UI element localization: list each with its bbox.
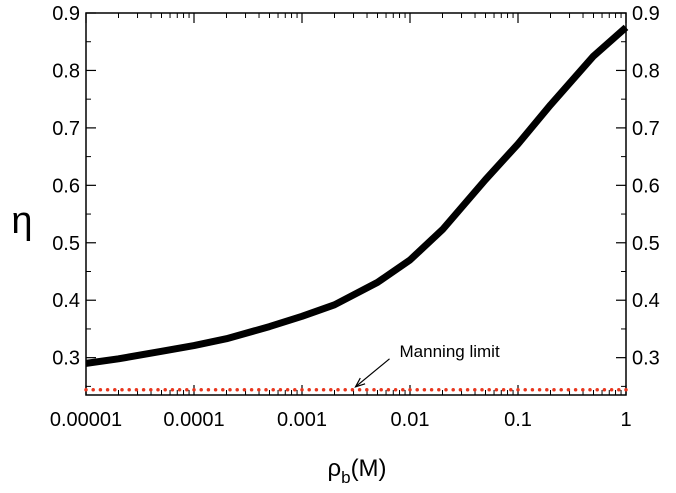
y-tick-label: 0.6 — [52, 175, 80, 197]
annotation-manning-limit: Manning limit — [400, 342, 500, 361]
x-tick-label: 0.001 — [277, 409, 327, 431]
y-tick-label-right: 0.4 — [632, 290, 660, 312]
x-tick-label: 1 — [620, 409, 631, 431]
y-tick-label: 0.5 — [52, 233, 80, 255]
y-tick-label: 0.7 — [52, 118, 80, 140]
x-tick-label: 0.00001 — [50, 409, 122, 431]
y-axis-label: η — [11, 200, 32, 242]
y-tick-label-right: 0.3 — [632, 348, 660, 370]
x-axis-label: ρb(M) — [327, 455, 386, 487]
y-tick-label-right: 0.8 — [632, 60, 660, 82]
y-tick-label: 0.4 — [52, 290, 80, 312]
x-tick-label: 0.0001 — [163, 409, 224, 431]
y-tick-label: 0.9 — [52, 3, 80, 25]
y-tick-label-right: 0.5 — [632, 233, 660, 255]
annotation-arrow-head — [354, 377, 366, 388]
annotation-arrow-line — [355, 358, 390, 388]
y-tick-label: 0.3 — [52, 348, 80, 370]
y-tick-label-right: 0.6 — [632, 175, 660, 197]
y-tick-label-right: 0.7 — [632, 118, 660, 140]
x-tick-label: 0.01 — [391, 409, 430, 431]
plot-frame — [85, 12, 627, 396]
y-tick-label: 0.8 — [52, 60, 80, 82]
y-tick-label-right: 0.9 — [632, 3, 660, 25]
series-line-eta — [85, 24, 629, 367]
x-tick-label: 0.1 — [504, 409, 532, 431]
